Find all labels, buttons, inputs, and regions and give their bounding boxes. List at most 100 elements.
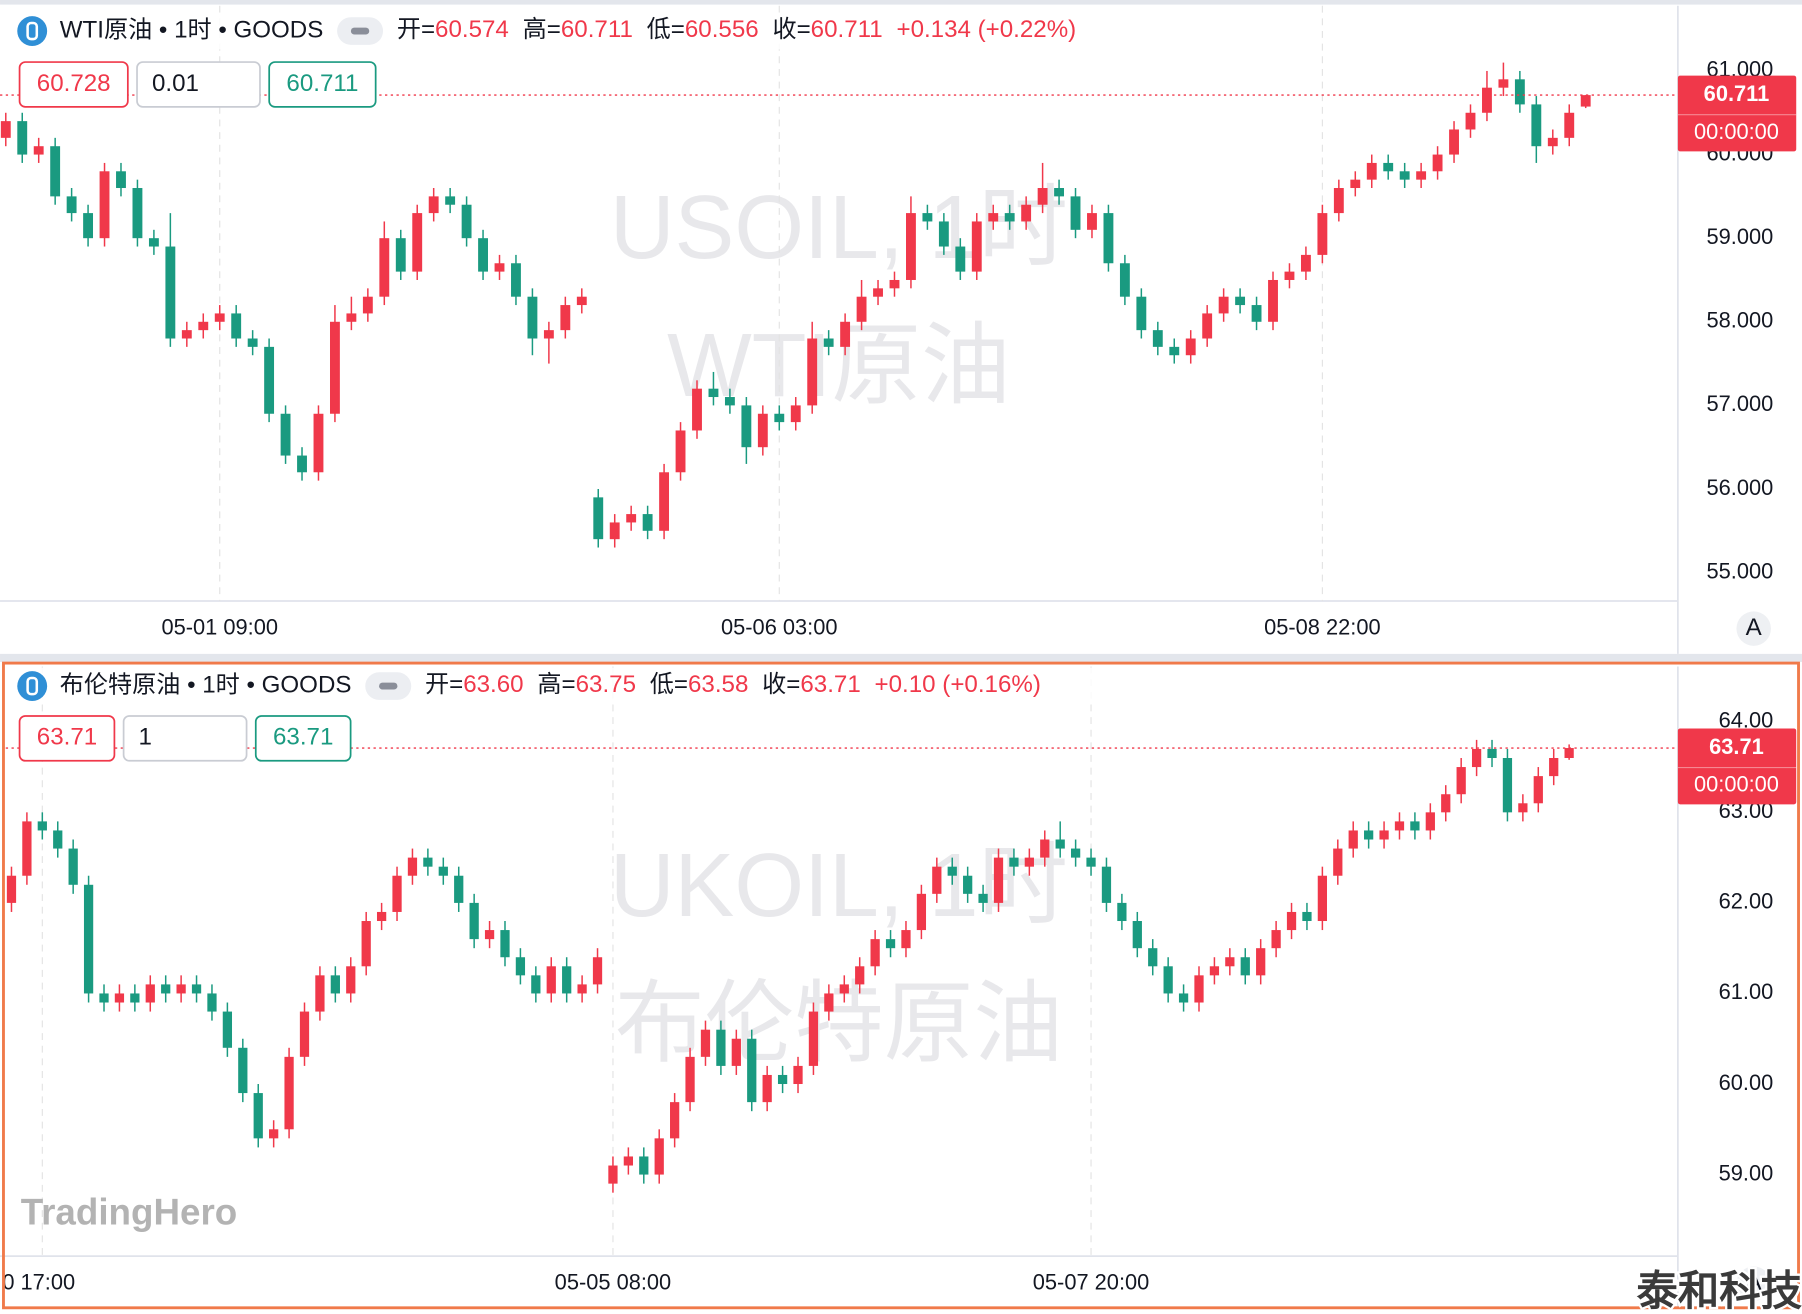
- ohlc-value: 63.71: [800, 671, 860, 698]
- candle-body: [1119, 263, 1130, 297]
- candle-body: [1425, 812, 1435, 831]
- order-buy-box[interactable]: [254, 715, 352, 762]
- candle-body: [269, 1129, 279, 1139]
- candle-body: [361, 921, 371, 967]
- candle-body: [484, 930, 495, 940]
- candle-body: [1286, 911, 1297, 931]
- watermark: USOIL, 1时: [610, 177, 1068, 277]
- candle-body: [577, 984, 587, 994]
- ohlc-label: 收=: [762, 671, 800, 698]
- candle-body: [1456, 767, 1466, 795]
- candle-body: [889, 279, 900, 289]
- candle-body: [576, 296, 587, 306]
- candle-body: [161, 984, 171, 994]
- symbol-title: 布伦特原油 • 1时 • GOODS: [60, 671, 352, 698]
- candle-body: [947, 866, 957, 876]
- candle-body: [1533, 776, 1543, 804]
- candle-body: [1054, 188, 1064, 197]
- candle-body: [191, 984, 202, 994]
- candle-body: [37, 821, 47, 831]
- order-sell: 60.728: [37, 70, 111, 97]
- candle-body: [546, 966, 556, 994]
- candle-body: [83, 884, 94, 994]
- y-tick-label: 61.00: [1719, 979, 1774, 1004]
- candle-body: [700, 1029, 711, 1057]
- candle-body: [685, 1056, 695, 1103]
- candle-body: [1103, 213, 1114, 264]
- candle-body: [198, 321, 209, 331]
- candle-body: [6, 875, 17, 903]
- candle-body: [531, 975, 541, 994]
- candle-body: [777, 1074, 788, 1085]
- candle-body: [1235, 296, 1246, 306]
- candle-body: [1070, 848, 1081, 858]
- candle-body: [329, 321, 340, 414]
- candle-body: [315, 975, 325, 1012]
- ohlc-value: 60.711: [811, 16, 883, 43]
- candle-body: [724, 397, 735, 406]
- candle-body: [932, 866, 942, 894]
- candle-body: [1009, 857, 1019, 867]
- candle-body: [840, 321, 851, 347]
- candle-body: [1366, 162, 1377, 180]
- candle-body: [511, 263, 521, 297]
- candle-body: [1101, 866, 1112, 903]
- candle-body: [1317, 875, 1328, 922]
- ohlc-value: 60.711: [561, 16, 633, 43]
- auto-scale-button[interactable]: [1736, 611, 1771, 646]
- order-buy: 60.711: [286, 70, 358, 97]
- candle-body: [330, 975, 340, 994]
- watermark: 布伦特原油: [615, 973, 1063, 1073]
- candle-body: [247, 338, 258, 347]
- order-sell-box[interactable]: [18, 715, 116, 762]
- candle-body: [988, 213, 999, 222]
- candle-body: [412, 213, 423, 272]
- candle-body: [1117, 902, 1127, 922]
- candle-body: [560, 305, 571, 331]
- candle-body: [1037, 188, 1048, 205]
- brand-logo: TradingHero: [21, 1191, 238, 1232]
- corner-watermark: 泰和科技: [1637, 1268, 1802, 1314]
- change: +0.134 (+0.22%): [896, 16, 1076, 43]
- candle-body: [1268, 279, 1278, 322]
- x-tick-label: 05-06 03:00: [721, 614, 838, 639]
- ohlc-label: 高=: [537, 671, 575, 698]
- order-buy-box[interactable]: [268, 61, 377, 108]
- auto-scale-button[interactable]: [1736, 1266, 1771, 1301]
- candle-body: [1152, 330, 1163, 347]
- candle-body: [1364, 830, 1374, 840]
- candle-body: [1564, 112, 1575, 138]
- collapse-pill-icon: [379, 682, 398, 690]
- candle-body: [148, 238, 159, 247]
- y-tick-label: 55.000: [1706, 558, 1773, 583]
- order-quantity-box[interactable]: [122, 715, 248, 762]
- x-tick-label: 05-07 20:00: [1033, 1269, 1150, 1294]
- candle-body: [1055, 839, 1065, 849]
- candle-body: [438, 866, 448, 876]
- candle-body: [376, 911, 387, 922]
- candle-body: [280, 413, 291, 456]
- candle-body: [916, 893, 927, 931]
- order-sell-box[interactable]: [18, 61, 129, 108]
- order-quantity-box[interactable]: [136, 61, 261, 108]
- symbol-icon: [17, 16, 48, 46]
- candle-body: [716, 1029, 726, 1066]
- candle-body: [1202, 313, 1213, 339]
- collapse-pill-icon: [350, 27, 370, 35]
- candle-body: [181, 330, 192, 339]
- ohlc-legend: 开=60.574 高=60.711 低=60.556 收=60.711 +0.134 (…: [397, 16, 1076, 43]
- ohlc-label: 低=: [650, 671, 688, 698]
- candle-body: [1169, 346, 1180, 356]
- candle-body: [793, 1065, 803, 1085]
- candle-body: [1132, 921, 1142, 949]
- ohlc-label: 高=: [523, 16, 561, 43]
- candle-body: [623, 1156, 633, 1166]
- order-quantity: 0.01: [152, 70, 199, 97]
- candle-body: [500, 930, 510, 958]
- auto-scale-label: A: [1746, 1269, 1763, 1296]
- candle-body: [66, 196, 77, 214]
- candle-body: [1163, 966, 1173, 994]
- candle-body: [207, 993, 217, 1012]
- candle-body: [494, 263, 505, 272]
- candle-body: [346, 313, 357, 322]
